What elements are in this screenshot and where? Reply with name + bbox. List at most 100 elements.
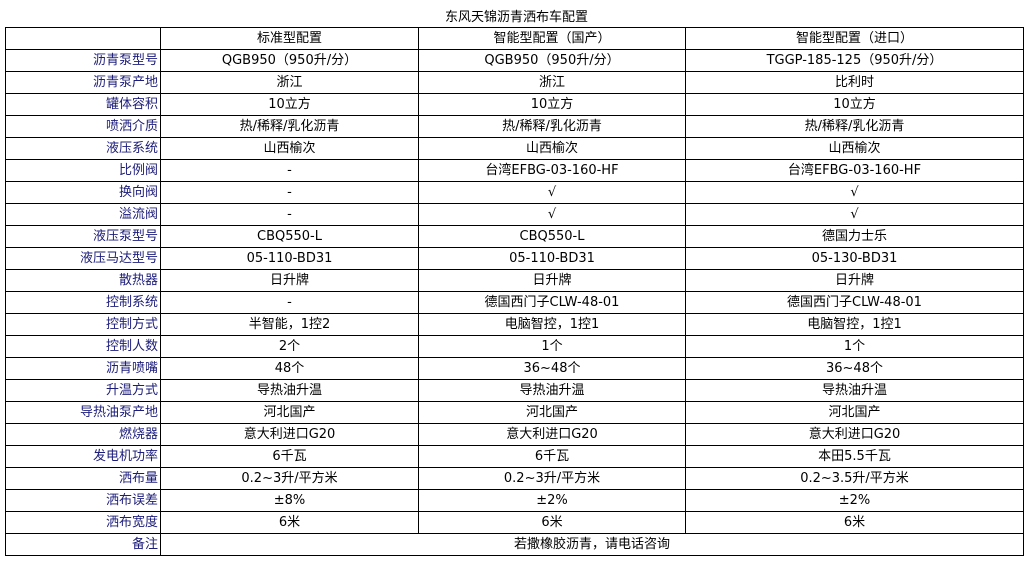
table-row: 液压系统 山西榆次 山西榆次 山西榆次 — [5, 137, 1024, 160]
table-row: 沥青喷嘴 48个 36~48个 36~48个 — [5, 357, 1024, 380]
table-row: 换向阀 - √ √ — [5, 181, 1024, 204]
row-label: 比例阀 — [5, 159, 161, 182]
row-label: 喷洒介质 — [5, 115, 161, 138]
row-label: 控制方式 — [5, 313, 161, 336]
cell: QGB950（950升/分） — [160, 49, 419, 72]
cell: - — [160, 203, 419, 226]
cell: - — [160, 159, 419, 182]
table-row: 洒布宽度 6米 6米 6米 — [5, 511, 1024, 534]
row-label: 罐体容积 — [5, 93, 161, 116]
cell: 热/稀释/乳化沥青 — [685, 115, 1024, 138]
cell: 05-110-BD31 — [160, 247, 419, 270]
table-row: 溢流阀 - √ √ — [5, 203, 1024, 226]
cell: 导热油升温 — [160, 379, 419, 402]
table-row: 沥青泵型号 QGB950（950升/分） QGB950（950升/分） TGGP-18… — [5, 49, 1024, 72]
cell: ±2% — [418, 489, 686, 512]
cell: √ — [418, 181, 686, 204]
cell: √ — [685, 203, 1024, 226]
cell: 半智能，1控2 — [160, 313, 419, 336]
row-label: 沥青泵产地 — [5, 71, 161, 94]
table-row: 控制方式 半智能，1控2 电脑智控，1控1 电脑智控，1控1 — [5, 313, 1024, 336]
cell: 日升牌 — [418, 269, 686, 292]
cell: 1个 — [418, 335, 686, 358]
cell: 日升牌 — [685, 269, 1024, 292]
cell: 48个 — [160, 357, 419, 380]
cell: CBQ550-L — [418, 225, 686, 248]
cell: 导热油升温 — [685, 379, 1024, 402]
cell: 河北国产 — [685, 401, 1024, 424]
cell: 河北国产 — [418, 401, 686, 424]
cell: 05-110-BD31 — [418, 247, 686, 270]
cell: 台湾EFBG-03-160-HF — [418, 159, 686, 182]
cell: 浙江 — [160, 71, 419, 94]
row-label: 洒布量 — [5, 467, 161, 490]
row-label: 导热油泵产地 — [5, 401, 161, 424]
row-label: 燃烧器 — [5, 423, 161, 446]
cell: 电脑智控，1控1 — [418, 313, 686, 336]
cell: 6千瓦 — [418, 445, 686, 468]
table-row: 比例阀 - 台湾EFBG-03-160-HF 台湾EFBG-03-160-HF — [5, 159, 1024, 182]
row-label: 溢流阀 — [5, 203, 161, 226]
table-row: 喷洒介质 热/稀释/乳化沥青 热/稀释/乳化沥青 热/稀释/乳化沥青 — [5, 115, 1024, 138]
cell: 意大利进口G20 — [418, 423, 686, 446]
cell: 36~48个 — [685, 357, 1024, 380]
cell: 山西榆次 — [418, 137, 686, 160]
cell: 6千瓦 — [160, 445, 419, 468]
cell: 05-130-BD31 — [685, 247, 1024, 270]
row-label: 控制系统 — [5, 291, 161, 314]
row-label: 发电机功率 — [5, 445, 161, 468]
cell: √ — [418, 203, 686, 226]
cell: 德国西门子CLW-48-01 — [418, 291, 686, 314]
table-row: 升温方式 导热油升温 导热油升温 导热油升温 — [5, 379, 1024, 402]
table-row: 散热器 日升牌 日升牌 日升牌 — [5, 269, 1024, 292]
row-label: 沥青喷嘴 — [5, 357, 161, 380]
cell: 0.2~3升/平方米 — [160, 467, 419, 490]
cell: 10立方 — [418, 93, 686, 116]
note-row: 备注 若撒橡胶沥青，请电话咨询 — [5, 533, 1024, 556]
row-label: 洒布宽度 — [5, 511, 161, 534]
cell: 热/稀释/乳化沥青 — [160, 115, 419, 138]
cell: CBQ550-L — [160, 225, 419, 248]
table-row: 沥青泵产地 浙江 浙江 比利时 — [5, 71, 1024, 94]
cell: 2个 — [160, 335, 419, 358]
row-label: 散热器 — [5, 269, 161, 292]
cell: 山西榆次 — [685, 137, 1024, 160]
cell: ±8% — [160, 489, 419, 512]
row-label: 液压系统 — [5, 137, 161, 160]
cell: 10立方 — [160, 93, 419, 116]
table-row: 罐体容积 10立方 10立方 10立方 — [5, 93, 1024, 116]
cell: 6米 — [418, 511, 686, 534]
cell: 导热油升温 — [418, 379, 686, 402]
header-cell: 标准型配置 — [160, 27, 419, 50]
cell: 电脑智控，1控1 — [685, 313, 1024, 336]
cell: ±2% — [685, 489, 1024, 512]
header-row: 标准型配置 智能型配置（国产） 智能型配置（进口） — [5, 27, 1024, 50]
header-cell — [5, 27, 161, 50]
cell: 日升牌 — [160, 269, 419, 292]
cell: - — [160, 181, 419, 204]
cell: QGB950（950升/分） — [418, 49, 686, 72]
cell: 德国力士乐 — [685, 225, 1024, 248]
cell: 德国西门子CLW-48-01 — [685, 291, 1024, 314]
cell: - — [160, 291, 419, 314]
note-text: 若撒橡胶沥青，请电话咨询 — [160, 533, 1024, 556]
table-row: 燃烧器 意大利进口G20 意大利进口G20 意大利进口G20 — [5, 423, 1024, 446]
cell: 意大利进口G20 — [160, 423, 419, 446]
cell: 河北国产 — [160, 401, 419, 424]
cell: 热/稀释/乳化沥青 — [418, 115, 686, 138]
row-label: 控制人数 — [5, 335, 161, 358]
row-label: 液压泵型号 — [5, 225, 161, 248]
note-label: 备注 — [5, 533, 161, 556]
row-label: 液压马达型号 — [5, 247, 161, 270]
cell: 山西榆次 — [160, 137, 419, 160]
cell: 1个 — [685, 335, 1024, 358]
cell: √ — [685, 181, 1024, 204]
table-row: 导热油泵产地 河北国产 河北国产 河北国产 — [5, 401, 1024, 424]
cell: 台湾EFBG-03-160-HF — [685, 159, 1024, 182]
cell: 10立方 — [685, 93, 1024, 116]
cell: 本田5.5千瓦 — [685, 445, 1024, 468]
cell: 6米 — [160, 511, 419, 534]
table-row: 液压马达型号 05-110-BD31 05-110-BD31 05-130-BD31 — [5, 247, 1024, 270]
row-label: 换向阀 — [5, 181, 161, 204]
header-cell: 智能型配置（进口） — [685, 27, 1024, 50]
